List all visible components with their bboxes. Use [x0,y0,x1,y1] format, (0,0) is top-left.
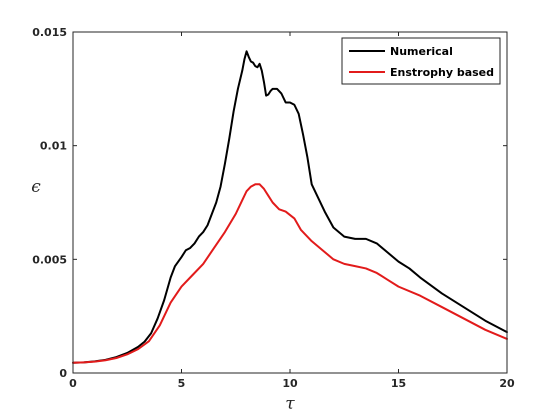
x-tick-label: 10 [282,377,298,390]
series-line-enstrophy-based [72,183,508,364]
legend: Numerical Enstrophy based [341,37,501,85]
x-axis: 0 5 10 15 20 [69,32,515,390]
y-axis: 0 0.005 0.01 0.015 [32,26,507,380]
x-axis-label: τ [285,394,295,414]
series-line-numerical [72,50,508,364]
x-tick-label: 0 [69,377,77,390]
y-tick-label: 0.015 [32,26,67,39]
legend-label-enstrophy: Enstrophy based [390,66,494,79]
y-tick-label: 0.01 [40,140,67,153]
legend-box [341,37,501,85]
x-tick-label: 5 [178,377,186,390]
y-tick-label: 0.005 [32,253,67,266]
x-tick-label: 15 [391,377,406,390]
legend-label-numerical: Numerical [390,45,453,58]
series-layer [72,50,508,364]
y-tick-label: 0 [59,367,67,380]
y-axis-label: ϵ [31,177,41,197]
x-tick-label: 20 [499,377,515,390]
plot-background [73,32,507,373]
